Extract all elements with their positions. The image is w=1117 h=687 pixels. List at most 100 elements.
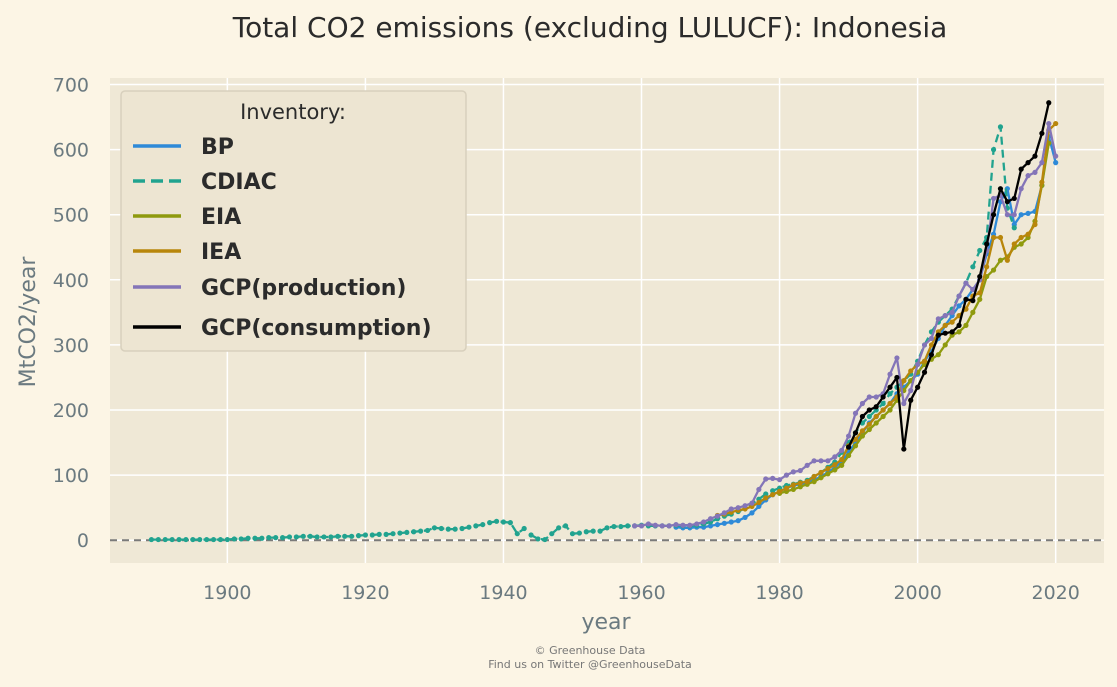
data-point [832,467,838,473]
legend: Inventory: BP CDIAC EIA IEA GCP(production) G… [120,90,467,352]
data-point [783,472,790,478]
data-point [535,536,541,542]
data-point [756,486,762,493]
y-tick-label: 500 [53,205,89,227]
x-tick-label: 2020 [1032,582,1080,604]
data-point [763,491,769,497]
data-point [818,469,824,476]
data-point [956,293,962,299]
data-point [728,506,734,512]
data-point [625,523,631,529]
data-point [797,467,803,474]
data-point [1039,130,1045,136]
data-point [763,495,769,501]
data-point [266,535,272,541]
data-point [928,335,935,342]
data-point [887,407,893,413]
data-point [438,525,444,532]
y-tick-label: 700 [53,75,89,97]
data-point [666,523,672,529]
data-point [921,358,928,364]
data-point [908,368,914,374]
data-point [908,387,914,394]
data-point [411,529,417,535]
data-point [845,444,852,450]
data-point [286,534,293,540]
data-point [583,529,589,535]
data-point [197,536,203,543]
data-point [1053,120,1059,127]
data-point [632,523,638,529]
legend-label: IEA [201,240,241,265]
data-point [942,322,948,328]
x-tick-labels: 1900 1920 1940 1960 1980 2000 2020 [203,582,1080,604]
data-point [556,525,562,531]
data-point [707,523,714,529]
data-point [866,413,872,420]
data-point [977,296,983,302]
data-point [431,525,438,531]
data-point [597,528,603,534]
legend-title: Inventory: [240,100,346,124]
data-point [528,532,534,538]
data-point [300,533,306,539]
credit-line-2: Find us on Twitter @GreenhouseData [488,658,692,671]
data-point [894,374,900,381]
data-point [977,247,983,254]
data-point [1025,231,1031,237]
data-point [977,273,983,280]
data-point [880,407,886,413]
data-point [694,521,700,527]
data-point [990,234,997,241]
data-point [776,488,783,494]
data-point [514,531,520,537]
data-point [859,400,866,407]
data-point [852,410,859,416]
data-point [1046,100,1052,106]
x-tick-label: 1980 [755,582,803,604]
data-point [1011,212,1017,218]
data-point [459,525,465,532]
data-point [921,342,928,348]
data-point [1032,221,1038,228]
data-point [894,355,900,361]
data-point [1011,241,1017,247]
data-point [728,519,734,525]
series-iea [714,120,1059,519]
data-point [273,535,279,541]
data-point [880,394,886,400]
data-point [176,536,182,543]
legend-items: BP CDIAC EIA IEA GCP(production) GCP(consumpt… [133,135,432,341]
grid [110,78,1104,563]
data-point [866,394,872,400]
data-point [714,521,721,528]
data-point [825,466,831,472]
data-point [783,485,790,491]
data-point [376,531,382,537]
data-point [997,186,1004,192]
data-point [169,536,175,543]
data-point [348,533,355,539]
data-point [797,484,803,490]
data-point [369,532,375,538]
data-point [473,523,479,529]
data-point [873,394,879,400]
data-point [928,352,935,358]
data-point [839,456,845,463]
x-tick-label: 1940 [479,582,527,604]
data-point [604,525,610,531]
data-point [493,518,500,524]
data-point [397,530,403,536]
data-point [935,332,941,338]
data-point [921,369,928,375]
data-point [204,536,210,543]
x-tick-label: 1920 [341,582,389,604]
data-point [763,476,769,482]
data-point [977,290,983,296]
x-tick-label: 2000 [893,582,941,604]
legend-box [120,90,467,352]
data-point [487,520,493,526]
data-point [1004,199,1010,205]
series-layer [148,100,1059,543]
